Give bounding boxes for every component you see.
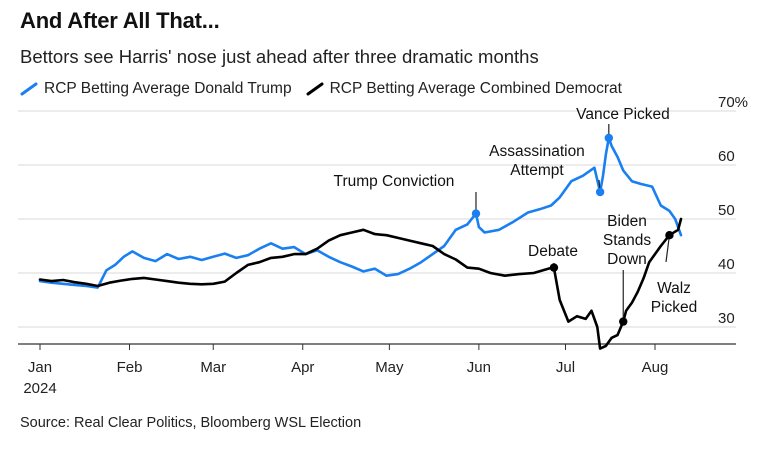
x-tick-label-jan: Jan <box>28 359 52 376</box>
annotation-label-line: Trump Conviction <box>334 173 455 190</box>
series-line-democrat <box>38 217 683 350</box>
annotation-label-line: Down <box>607 251 647 268</box>
x-tick-label-jun: Jun <box>467 359 491 376</box>
annotation-label-biden-stands-down: Biden Stands Down <box>603 213 652 268</box>
y-tick-label-60: 60 <box>718 148 735 165</box>
legend-item-democrat: RCP Betting Average Combined Democrat <box>306 80 622 98</box>
x-tick-label-apr: Apr <box>291 359 314 376</box>
annotation-dot-walz-picked <box>665 231 674 240</box>
annotation-label-line: Attempt <box>510 162 564 179</box>
annotation-label-line: Vance Picked <box>576 106 670 123</box>
annotation-label-vance-picked: Vance Picked <box>576 106 670 123</box>
chart-legend: RCP Betting Average Donald Trump RCP Bet… <box>20 80 636 98</box>
annotation-dot-debate <box>549 263 559 272</box>
x-tick-label-mar: Mar <box>200 359 226 376</box>
x-tick-label-may: May <box>375 359 404 376</box>
callout-line-walz-picked <box>665 235 671 263</box>
y-tick-label-30: 30 <box>718 310 735 327</box>
x-tick-label-feb: Feb <box>117 359 143 376</box>
legend-item-trump: RCP Betting Average Donald Trump <box>20 80 292 98</box>
legend-label-trump: RCP Betting Average Donald Trump <box>44 80 292 97</box>
annotation-dot-trump-conviction <box>471 209 481 218</box>
annotation-label-line: Assassination <box>489 143 585 160</box>
annotation-label-walz-picked: Walz Picked <box>651 280 698 316</box>
legend-swatch-democrat <box>306 82 324 96</box>
y-tick-label-40: 40 <box>718 256 735 273</box>
source-note: Source: Real Clear Politics, Bloomberg W… <box>20 415 362 431</box>
annotation-dot-assassination-attempt <box>595 187 605 197</box>
chart-title: And After All That... <box>20 8 220 33</box>
annotation-label-line: Walz <box>657 280 691 297</box>
y-tick-label-70: 70% <box>718 94 748 111</box>
legend-label-democrat: RCP Betting Average Combined Democrat <box>329 80 622 97</box>
annotation-dot-vance-picked <box>604 133 614 143</box>
legend-swatch-trump <box>20 82 38 96</box>
series-line-trump <box>38 136 683 289</box>
annotation-label-line: Picked <box>651 299 698 316</box>
x-tick-label-aug: Aug <box>642 359 669 376</box>
annotation-dot-biden-stands-down <box>619 317 628 326</box>
annotation-label-line: Debate <box>528 243 578 260</box>
y-tick-label-50: 50 <box>718 202 735 219</box>
annotation-label-assassination-attempt: Assassination Attempt <box>489 143 585 179</box>
x-tick-sublabel-year: 2024 <box>23 380 56 397</box>
annotation-label-line: Biden <box>607 213 647 230</box>
annotation-label-line: Stands <box>603 232 652 249</box>
annotation-label-debate: Debate <box>528 243 578 260</box>
annotation-label-trump-conviction: Trump Conviction <box>334 173 455 190</box>
x-tick-label-jul: Jul <box>556 359 575 376</box>
chart-subtitle: Bettors see Harris' nose just ahead afte… <box>20 46 539 67</box>
